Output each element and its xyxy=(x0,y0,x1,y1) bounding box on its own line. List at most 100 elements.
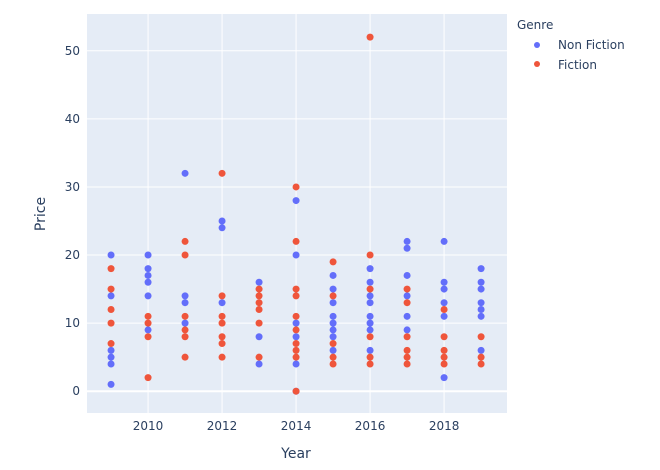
data-point-fiction[interactable] xyxy=(403,360,411,368)
data-point-fiction[interactable] xyxy=(255,306,263,314)
data-point-non-fiction[interactable] xyxy=(181,292,189,300)
data-point-non-fiction[interactable] xyxy=(477,312,485,320)
data-point-non-fiction[interactable] xyxy=(329,319,337,327)
data-point-fiction[interactable] xyxy=(107,319,115,327)
data-point-non-fiction[interactable] xyxy=(255,360,263,368)
data-point-non-fiction[interactable] xyxy=(255,333,263,341)
data-point-non-fiction[interactable] xyxy=(144,278,152,286)
data-point-fiction[interactable] xyxy=(292,326,300,334)
data-point-non-fiction[interactable] xyxy=(144,251,152,259)
data-point-non-fiction[interactable] xyxy=(218,217,226,225)
data-point-fiction[interactable] xyxy=(292,387,300,395)
data-point-non-fiction[interactable] xyxy=(366,278,374,286)
data-point-fiction[interactable] xyxy=(329,292,337,300)
data-point-fiction[interactable] xyxy=(181,237,189,245)
data-point-non-fiction[interactable] xyxy=(477,346,485,354)
data-point-fiction[interactable] xyxy=(144,333,152,341)
data-point-fiction[interactable] xyxy=(255,299,263,307)
data-point-non-fiction[interactable] xyxy=(144,326,152,334)
data-point-fiction[interactable] xyxy=(144,312,152,320)
data-point-non-fiction[interactable] xyxy=(292,360,300,368)
data-point-fiction[interactable] xyxy=(366,285,374,293)
data-point-fiction[interactable] xyxy=(440,346,448,354)
data-point-non-fiction[interactable] xyxy=(366,299,374,307)
data-point-fiction[interactable] xyxy=(107,340,115,348)
data-point-non-fiction[interactable] xyxy=(366,312,374,320)
data-point-fiction[interactable] xyxy=(292,340,300,348)
data-point-fiction[interactable] xyxy=(218,319,226,327)
data-point-non-fiction[interactable] xyxy=(440,285,448,293)
data-point-non-fiction[interactable] xyxy=(181,319,189,327)
data-point-non-fiction[interactable] xyxy=(440,374,448,382)
data-point-non-fiction[interactable] xyxy=(218,224,226,232)
data-point-non-fiction[interactable] xyxy=(181,299,189,307)
data-point-fiction[interactable] xyxy=(218,312,226,320)
data-point-fiction[interactable] xyxy=(107,285,115,293)
data-point-non-fiction[interactable] xyxy=(329,346,337,354)
data-point-non-fiction[interactable] xyxy=(218,299,226,307)
data-point-non-fiction[interactable] xyxy=(403,271,411,279)
data-point-non-fiction[interactable] xyxy=(403,312,411,320)
data-point-non-fiction[interactable] xyxy=(440,312,448,320)
data-point-fiction[interactable] xyxy=(292,312,300,320)
data-point-non-fiction[interactable] xyxy=(255,278,263,286)
data-point-non-fiction[interactable] xyxy=(477,278,485,286)
data-point-fiction[interactable] xyxy=(292,346,300,354)
data-point-non-fiction[interactable] xyxy=(107,353,115,361)
data-point-fiction[interactable] xyxy=(477,333,485,341)
data-point-fiction[interactable] xyxy=(218,333,226,341)
data-point-fiction[interactable] xyxy=(292,237,300,245)
data-point-fiction[interactable] xyxy=(255,285,263,293)
data-point-non-fiction[interactable] xyxy=(477,265,485,273)
data-point-non-fiction[interactable] xyxy=(366,292,374,300)
legend-item-fiction[interactable]: Fiction xyxy=(534,58,597,72)
data-point-non-fiction[interactable] xyxy=(366,326,374,334)
data-point-non-fiction[interactable] xyxy=(181,169,189,177)
data-point-fiction[interactable] xyxy=(181,251,189,259)
data-point-fiction[interactable] xyxy=(403,333,411,341)
data-point-fiction[interactable] xyxy=(181,333,189,341)
data-point-fiction[interactable] xyxy=(403,299,411,307)
data-point-fiction[interactable] xyxy=(366,353,374,361)
data-point-non-fiction[interactable] xyxy=(107,346,115,354)
data-point-non-fiction[interactable] xyxy=(107,292,115,300)
data-point-fiction[interactable] xyxy=(477,353,485,361)
data-point-non-fiction[interactable] xyxy=(477,285,485,293)
data-point-fiction[interactable] xyxy=(366,251,374,259)
data-point-non-fiction[interactable] xyxy=(403,326,411,334)
data-point-fiction[interactable] xyxy=(329,340,337,348)
data-point-fiction[interactable] xyxy=(366,360,374,368)
data-point-non-fiction[interactable] xyxy=(292,333,300,341)
data-point-fiction[interactable] xyxy=(292,183,300,191)
data-point-non-fiction[interactable] xyxy=(329,333,337,341)
legend-item-non-fiction[interactable]: Non Fiction xyxy=(534,38,625,52)
data-point-non-fiction[interactable] xyxy=(403,244,411,252)
data-point-fiction[interactable] xyxy=(255,353,263,361)
data-point-fiction[interactable] xyxy=(181,312,189,320)
data-point-non-fiction[interactable] xyxy=(144,265,152,273)
data-point-fiction[interactable] xyxy=(292,285,300,293)
data-point-fiction[interactable] xyxy=(218,340,226,348)
data-point-fiction[interactable] xyxy=(144,319,152,327)
data-point-non-fiction[interactable] xyxy=(366,346,374,354)
data-point-non-fiction[interactable] xyxy=(329,326,337,334)
data-point-fiction[interactable] xyxy=(403,346,411,354)
data-point-fiction[interactable] xyxy=(255,292,263,300)
data-point-fiction[interactable] xyxy=(218,169,226,177)
data-point-fiction[interactable] xyxy=(366,33,374,41)
data-point-fiction[interactable] xyxy=(218,353,226,361)
data-point-fiction[interactable] xyxy=(218,292,226,300)
data-point-fiction[interactable] xyxy=(366,333,374,341)
data-point-fiction[interactable] xyxy=(440,333,448,341)
data-point-fiction[interactable] xyxy=(292,353,300,361)
data-point-non-fiction[interactable] xyxy=(107,380,115,388)
data-point-fiction[interactable] xyxy=(107,265,115,273)
data-point-non-fiction[interactable] xyxy=(477,306,485,314)
data-point-fiction[interactable] xyxy=(144,374,152,382)
data-point-non-fiction[interactable] xyxy=(144,292,152,300)
data-point-non-fiction[interactable] xyxy=(107,251,115,259)
data-point-non-fiction[interactable] xyxy=(329,271,337,279)
data-point-non-fiction[interactable] xyxy=(107,360,115,368)
data-point-fiction[interactable] xyxy=(403,285,411,293)
data-point-non-fiction[interactable] xyxy=(477,299,485,307)
